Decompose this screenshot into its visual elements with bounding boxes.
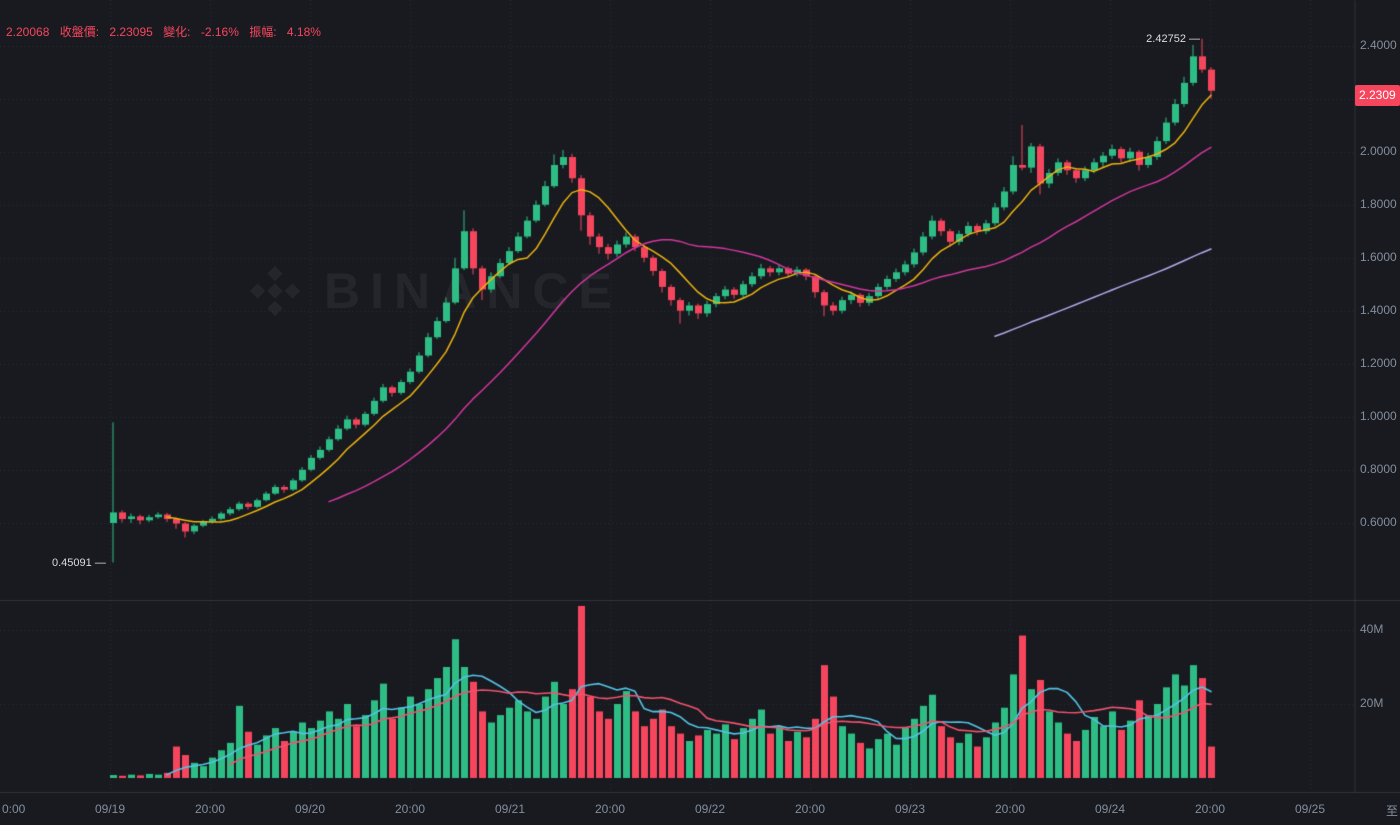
candlestick-chart-canvas[interactable] xyxy=(0,0,1400,825)
binance-kline-screen: BINANCE 2.20068 收盤價: 2.23095 變化: -2.16% … xyxy=(0,0,1400,825)
